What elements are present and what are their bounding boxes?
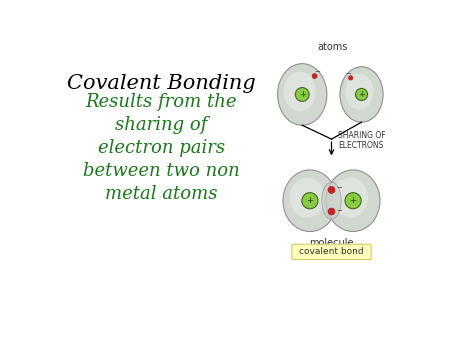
- Ellipse shape: [333, 178, 368, 218]
- Text: −: −: [336, 208, 342, 214]
- Text: −: −: [345, 71, 351, 77]
- Circle shape: [312, 74, 317, 78]
- Text: +: +: [299, 90, 306, 99]
- Text: Results from the
sharing of
electron pairs
between two non
metal atoms: Results from the sharing of electron pai…: [83, 93, 240, 202]
- Circle shape: [345, 193, 361, 209]
- Circle shape: [328, 187, 335, 193]
- Text: +: +: [358, 90, 365, 99]
- Ellipse shape: [278, 64, 327, 125]
- Text: +: +: [306, 196, 314, 205]
- Circle shape: [328, 208, 335, 215]
- Ellipse shape: [345, 74, 374, 110]
- Text: −: −: [315, 69, 320, 75]
- Ellipse shape: [290, 178, 325, 218]
- Ellipse shape: [322, 182, 341, 219]
- Circle shape: [349, 76, 353, 80]
- Text: SHARING OF
ELECTRONS: SHARING OF ELECTRONS: [338, 131, 386, 150]
- Ellipse shape: [340, 67, 383, 122]
- Text: molecule: molecule: [309, 238, 354, 248]
- Ellipse shape: [284, 71, 316, 112]
- Text: covalent bond: covalent bond: [299, 247, 364, 257]
- Circle shape: [302, 193, 318, 209]
- Ellipse shape: [283, 170, 337, 232]
- Text: +: +: [350, 196, 356, 205]
- Text: −: −: [336, 186, 342, 191]
- Circle shape: [356, 89, 368, 100]
- Ellipse shape: [326, 170, 380, 232]
- Text: Covalent Bonding: Covalent Bonding: [67, 74, 255, 93]
- Circle shape: [295, 88, 309, 101]
- FancyBboxPatch shape: [292, 244, 371, 260]
- Text: atoms: atoms: [318, 42, 348, 52]
